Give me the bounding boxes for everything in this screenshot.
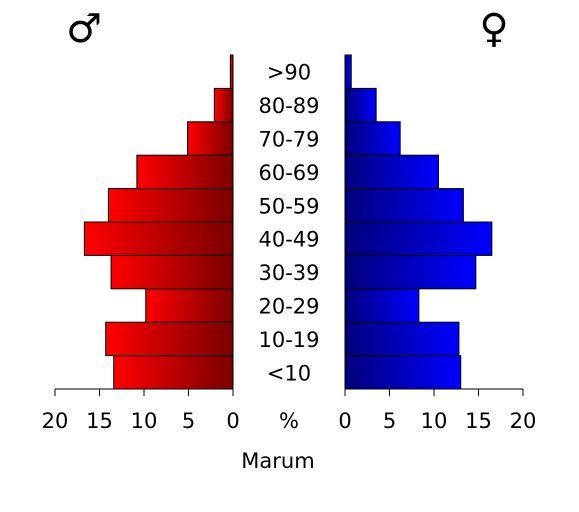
female-bar-8	[344, 87, 377, 123]
female-bar-4	[344, 221, 493, 256]
age-label-2: 20-29	[258, 295, 319, 319]
age-label-9: >90	[267, 61, 311, 85]
female-bar-1	[344, 321, 460, 357]
female-bar-9	[344, 54, 352, 89]
age-label-5: 50-59	[258, 194, 319, 218]
age-label-7: 70-79	[258, 128, 319, 152]
male-bar-2	[145, 288, 234, 323]
age-label-8: 80-89	[258, 94, 319, 118]
male-symbol: ♂	[66, 6, 102, 52]
female-bar-3	[344, 254, 477, 290]
male-bar-8	[213, 87, 234, 123]
age-label-6: 60-69	[258, 161, 319, 185]
female-bars	[344, 54, 493, 390]
male-tick-label-4: 0	[226, 409, 239, 433]
male-bar-3	[110, 254, 234, 290]
age-label-3: 30-39	[258, 261, 319, 285]
x-axis-title: Marum	[241, 449, 314, 473]
age-label-4: 40-49	[258, 228, 319, 252]
female-bar-5	[344, 188, 464, 223]
female-bar-7	[344, 121, 401, 156]
male-tick-label-3: 5	[182, 409, 195, 433]
male-bar-5	[107, 188, 234, 223]
male-bar-0	[113, 355, 234, 390]
female-tick-label-4: 20	[510, 409, 537, 433]
female-bar-6	[344, 154, 439, 190]
female-bar-0	[344, 355, 462, 390]
male-tick-label-2: 10	[131, 409, 158, 433]
male-bar-4	[83, 221, 234, 256]
age-label-0: <10	[267, 361, 311, 385]
female-tick-label-1: 5	[383, 409, 396, 433]
male-bar-7	[187, 121, 234, 156]
male-bar-1	[105, 321, 234, 357]
female-tick-label-0: 0	[338, 409, 351, 433]
female-tick-label-3: 15	[465, 409, 492, 433]
female-bar-2	[344, 288, 420, 323]
female-symbol: ♀	[479, 6, 508, 52]
age-label-1: 10-19	[258, 328, 319, 352]
male-tick-label-1: 15	[86, 409, 113, 433]
male-bars	[83, 54, 234, 390]
female-tick-label-2: 10	[421, 409, 448, 433]
age-category-labels: <10 10-19 20-29 30-39 40-49 50-59 60-69 70-79 80…	[258, 61, 319, 386]
male-bar-9	[229, 54, 234, 89]
percent-unit-label: %	[279, 409, 299, 433]
male-tick-label-0: 20	[42, 409, 69, 433]
axes: 20 15 10 5 0 0 5 10 15 20	[42, 388, 537, 433]
male-bar-6	[136, 154, 234, 190]
